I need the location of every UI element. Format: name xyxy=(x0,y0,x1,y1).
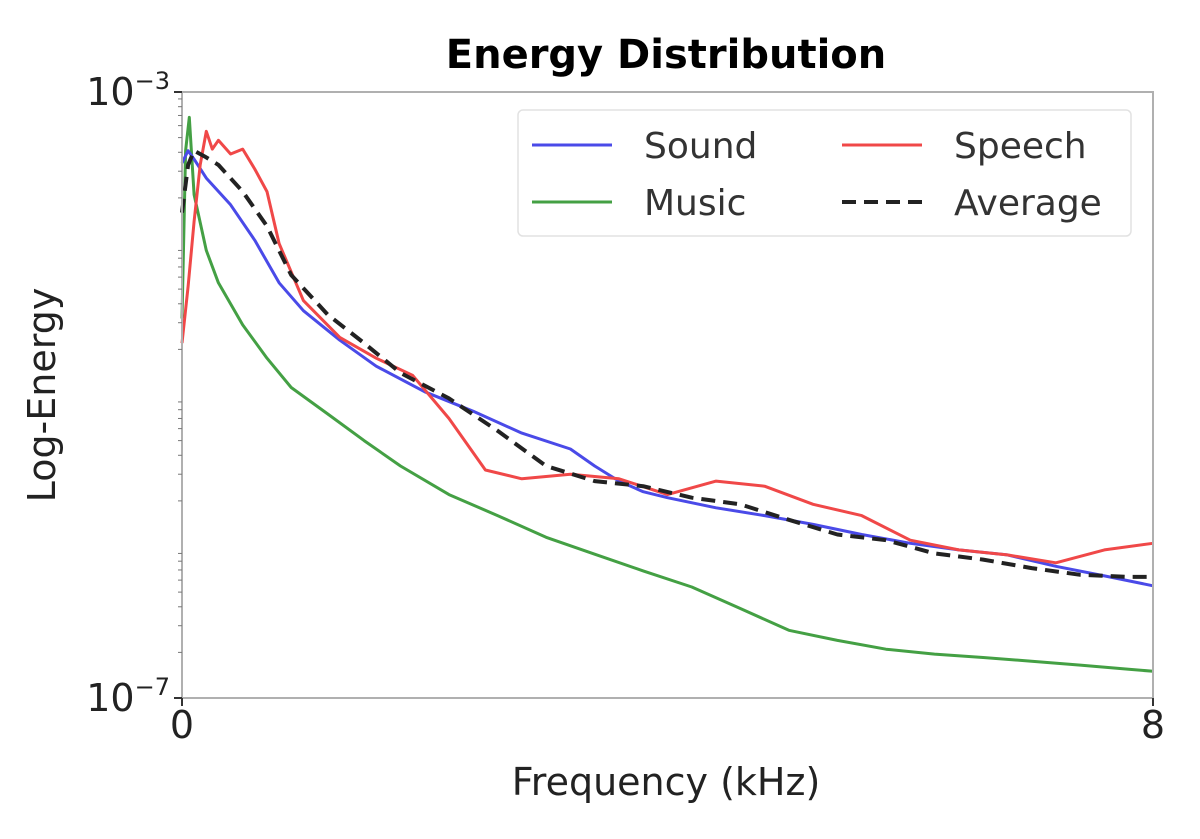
series-line-speech xyxy=(180,129,1154,565)
legend-label-average: Average xyxy=(954,183,1102,224)
plot-frame xyxy=(181,91,1154,699)
legend-label-speech: Speech xyxy=(954,126,1087,167)
legend-label-sound: Sound xyxy=(644,126,757,167)
series-line-sound xyxy=(180,149,1154,588)
y-axis-label: Log-Energy xyxy=(20,288,64,503)
legend-box xyxy=(517,109,1132,237)
x-tick-label: 0 xyxy=(170,703,194,747)
x-axis-label: Frequency (kHz) xyxy=(512,760,821,804)
y-tick-label: 10−3 xyxy=(86,67,170,114)
legend-label-music: Music xyxy=(644,183,746,224)
legend: Sound Speech Music Average xyxy=(517,109,1132,237)
series-layer xyxy=(180,115,1154,673)
x-tick-label: 8 xyxy=(1141,703,1165,747)
tick-layer: 0 8 10−7 10−3 xyxy=(86,67,1165,747)
y-tick-label: 10−7 xyxy=(86,673,170,720)
series-line-music xyxy=(180,115,1154,673)
chart-title: Energy Distribution xyxy=(446,32,886,78)
series-line-average xyxy=(180,148,1153,579)
